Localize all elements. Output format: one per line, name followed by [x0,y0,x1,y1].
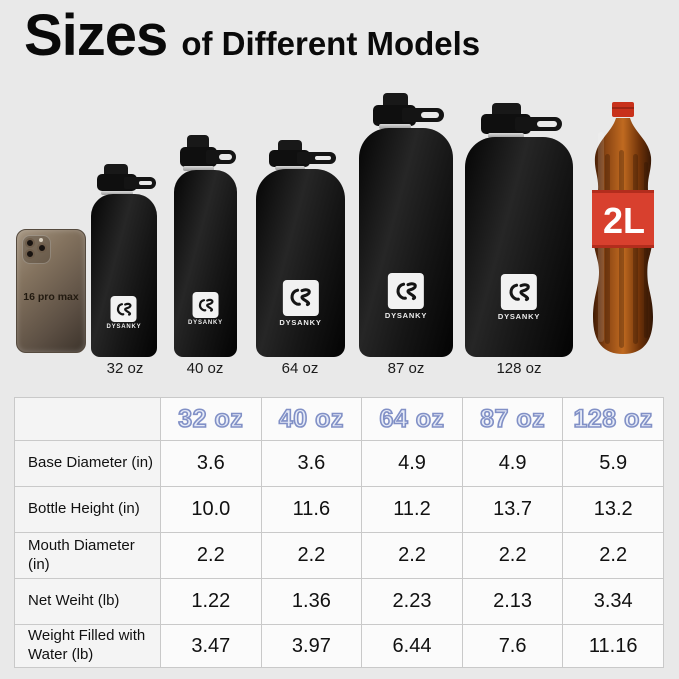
bottle-steel-ring [100,190,133,196]
brand-logo-icon [501,274,537,311]
bottle-body [91,194,157,357]
bottle-87oz: DYSANKY [359,93,453,357]
column-header-40oz: 40 oz [261,398,362,440]
table-corner-cell [15,398,160,440]
bottle-steel-ring [378,124,411,130]
bottle-body [359,127,453,357]
table-value: 13.2 [563,487,663,532]
table-value: 2.13 [462,579,563,624]
brand-logo: DYSANKY [385,273,427,320]
column-header-87oz: 87 oz [462,398,563,440]
table-value: 3.97 [261,625,362,667]
row-label: Base Diameter (in) [15,441,160,486]
column-header-32oz: 32 oz [161,398,261,440]
table-value: 2.2 [462,533,563,578]
title-subtitle: of Different Models [181,25,481,62]
brand-name: DYSANKY [497,312,541,322]
cola-bottle-graphic: 2L [592,102,654,354]
phone-16-pro-max: 16 pro max [16,229,86,353]
row-label: Weight Filled with Water (lb) [15,625,160,667]
camera-lens-icon [25,238,35,248]
table-value: 11.2 [362,487,462,532]
brand-logo: DYSANKY [106,295,142,330]
bottle-steel-ring [274,165,305,170]
bottle-size-caption: 128 oz [496,360,542,377]
brand-logo: DYSANKY [279,279,322,327]
bottle-body [465,136,573,357]
bottle-size-caption: 40 oz [186,360,224,377]
camera-lens-icon [37,243,47,253]
table-value: 2.23 [362,579,462,624]
brand-logo-icon [388,273,424,310]
table-value: 11.6 [261,487,362,532]
bottle-body [174,170,237,357]
cola-label-band [592,190,654,248]
bottle-size-caption: 32 oz [106,360,144,377]
bottle-cap-handle [296,152,337,164]
bottle-cap-handle [124,177,156,190]
table-value: 7.6 [462,625,563,667]
spec-table: 32 oz 40 oz 64 oz 87 oz 128 oz Base Diam… [14,397,664,668]
table-value: 11.16 [563,625,663,667]
cola-volume-label: 2L [603,200,645,241]
table-value: 5.9 [563,441,663,486]
table-value: 4.9 [462,441,563,486]
row-label: Net Weiht (lb) [15,579,160,624]
table-value: 2.2 [161,533,261,578]
bottle-32oz: DYSANKY [91,164,157,357]
bottle-40oz: DYSANKY [174,135,237,357]
camera-lens-icon [25,249,35,259]
bottle-cap-handle [205,150,236,164]
phone-label: 16 pro max [23,291,79,303]
bottle-64oz: DYSANKY [256,140,345,357]
title-main: Sizes [24,3,168,68]
table-value: 1.36 [261,579,362,624]
page-title: Sizes of Different Models [24,2,480,69]
brand-logo-icon [110,295,137,322]
bottle-size-caption: 87 oz [387,360,425,377]
table-value: 4.9 [362,441,462,486]
row-label: Bottle Height (in) [15,487,160,532]
table-value: 3.6 [161,441,261,486]
table-value: 13.7 [462,487,563,532]
bottle-size-caption: 64 oz [281,360,319,377]
table-value: 2.2 [563,533,663,578]
table-value: 6.44 [362,625,462,667]
table-value: 3.47 [161,625,261,667]
table-value: 2.2 [261,533,362,578]
brand-name: DYSANKY [279,317,322,327]
brand-logo: DYSANKY [498,274,540,321]
bottle-cap-handle [514,117,563,131]
table-value: 2.2 [362,533,462,578]
cola-bottle-2l: 2L [586,102,660,358]
brand-name: DYSANKY [188,319,223,326]
brand-logo-icon [282,279,319,316]
column-header-128oz: 128 oz [563,398,663,440]
bottle-steel-ring [183,165,214,171]
column-header-64oz: 64 oz [362,398,462,440]
brand-name: DYSANKY [106,323,142,330]
cola-cap [612,102,634,117]
brand-name: DYSANKY [384,311,428,321]
row-label: Mouth Diameter (in) [15,533,160,578]
table-value: 1.22 [161,579,261,624]
camera-flash-icon [39,238,43,242]
bottle-cap-handle [402,107,444,123]
bottle-steel-ring [487,132,525,139]
bottle-body [256,168,345,357]
bottle-128oz: DYSANKY [465,103,573,357]
brand-logo: DYSANKY [188,291,223,326]
table-value: 10.0 [161,487,261,532]
brand-logo-icon [192,291,219,318]
table-value: 3.34 [563,579,663,624]
phone-camera-module [22,235,51,264]
table-value: 3.6 [261,441,362,486]
